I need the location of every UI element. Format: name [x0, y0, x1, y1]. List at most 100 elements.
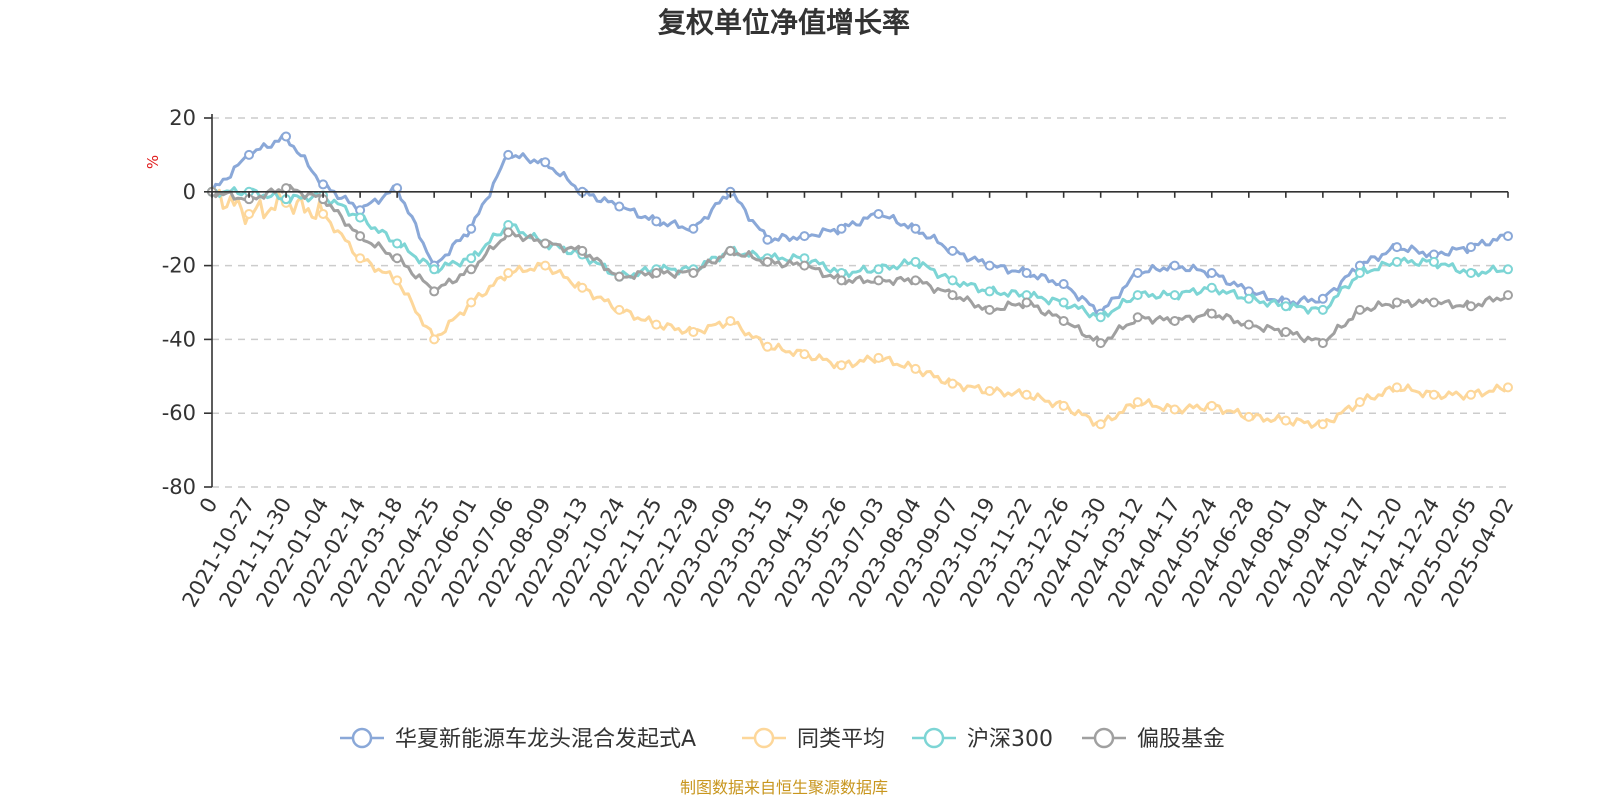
data-point[interactable]	[762, 341, 773, 352]
data-point[interactable]	[873, 208, 884, 219]
data-point[interactable]	[1391, 382, 1402, 393]
data-point[interactable]	[1354, 304, 1365, 315]
data-point[interactable]	[1132, 267, 1143, 278]
data-point[interactable]	[244, 149, 255, 160]
data-point[interactable]	[1391, 297, 1402, 308]
data-point[interactable]	[1428, 256, 1439, 267]
legend[interactable]: 华夏新能源车龙头混合发起式A 同类平均 沪深300 偏股基金	[340, 727, 1225, 752]
data-point[interactable]	[1465, 267, 1476, 278]
data-point[interactable]	[614, 304, 625, 315]
data-point[interactable]	[984, 260, 995, 271]
data-point[interactable]	[1021, 267, 1032, 278]
data-point[interactable]	[318, 179, 329, 190]
data-point[interactable]	[947, 275, 958, 286]
data-point[interactable]	[799, 231, 810, 242]
data-point[interactable]	[1503, 290, 1513, 301]
data-point[interactable]	[1465, 389, 1476, 400]
data-point[interactable]	[1503, 231, 1513, 242]
data-point[interactable]	[1243, 411, 1254, 422]
data-point[interactable]	[1095, 338, 1106, 349]
data-point[interactable]	[910, 223, 921, 234]
data-point[interactable]	[614, 271, 625, 282]
data-point[interactable]	[836, 275, 847, 286]
data-point[interactable]	[1280, 301, 1291, 312]
data-point[interactable]	[873, 264, 884, 275]
data-point[interactable]	[762, 234, 773, 245]
data-point[interactable]	[762, 256, 773, 267]
data-point[interactable]	[577, 282, 588, 293]
data-point[interactable]	[688, 267, 699, 278]
data-point[interactable]	[429, 264, 440, 275]
data-point[interactable]	[392, 183, 403, 194]
data-point[interactable]	[1503, 264, 1513, 275]
data-point[interactable]	[244, 208, 255, 219]
data-point[interactable]	[577, 245, 588, 256]
legend-item[interactable]: 同类平均	[742, 727, 885, 752]
data-point[interactable]	[873, 352, 884, 363]
data-point[interactable]	[1465, 242, 1476, 253]
data-point[interactable]	[540, 157, 551, 168]
data-point[interactable]	[1317, 338, 1328, 349]
data-point[interactable]	[984, 286, 995, 297]
data-point[interactable]	[355, 212, 366, 223]
legend-item[interactable]: 偏股基金	[1082, 727, 1225, 752]
data-point[interactable]	[466, 297, 477, 308]
data-point[interactable]	[1132, 312, 1143, 323]
data-point[interactable]	[688, 223, 699, 234]
data-point[interactable]	[1206, 400, 1217, 411]
data-point[interactable]	[1465, 301, 1476, 312]
data-point[interactable]	[947, 290, 958, 301]
data-point[interactable]	[355, 231, 366, 242]
data-point[interactable]	[910, 363, 921, 374]
data-point[interactable]	[503, 149, 514, 160]
data-point[interactable]	[1317, 293, 1328, 304]
data-point[interactable]	[873, 275, 884, 286]
data-point[interactable]	[1169, 290, 1180, 301]
data-point[interactable]	[1280, 327, 1291, 338]
data-point[interactable]	[281, 131, 292, 142]
data-point[interactable]	[1021, 297, 1032, 308]
data-point[interactable]	[799, 260, 810, 271]
data-point[interactable]	[910, 275, 921, 286]
data-point[interactable]	[1243, 293, 1254, 304]
data-point[interactable]	[1317, 419, 1328, 430]
data-point[interactable]	[947, 378, 958, 389]
data-point[interactable]	[540, 260, 551, 271]
data-point[interactable]	[1354, 267, 1365, 278]
legend-item[interactable]: 华夏新能源车龙头混合发起式A	[340, 727, 696, 752]
data-point[interactable]	[984, 386, 995, 397]
data-point[interactable]	[1058, 400, 1069, 411]
data-point[interactable]	[1058, 279, 1069, 290]
data-point[interactable]	[281, 183, 292, 194]
data-point[interactable]	[392, 238, 403, 249]
data-point[interactable]	[392, 275, 403, 286]
data-point[interactable]	[1132, 397, 1143, 408]
data-point[interactable]	[503, 267, 514, 278]
data-point[interactable]	[836, 360, 847, 371]
legend-item[interactable]: 沪深300	[912, 727, 1053, 752]
data-point[interactable]	[947, 245, 958, 256]
data-point[interactable]	[503, 227, 514, 238]
data-point[interactable]	[1428, 389, 1439, 400]
data-point[interactable]	[688, 327, 699, 338]
data-point[interactable]	[1058, 297, 1069, 308]
data-point[interactable]	[1095, 312, 1106, 323]
data-point[interactable]	[614, 201, 625, 212]
data-point[interactable]	[1391, 242, 1402, 253]
data-point[interactable]	[1206, 282, 1217, 293]
data-point[interactable]	[725, 245, 736, 256]
data-point[interactable]	[651, 319, 662, 330]
data-point[interactable]	[1132, 290, 1143, 301]
data-point[interactable]	[651, 267, 662, 278]
data-point[interactable]	[466, 253, 477, 264]
data-point[interactable]	[984, 304, 995, 315]
data-point[interactable]	[1169, 260, 1180, 271]
data-point[interactable]	[1243, 319, 1254, 330]
data-point[interactable]	[799, 349, 810, 360]
data-point[interactable]	[466, 264, 477, 275]
data-point[interactable]	[836, 223, 847, 234]
data-point[interactable]	[540, 238, 551, 249]
data-point[interactable]	[1169, 315, 1180, 326]
data-point[interactable]	[1503, 382, 1513, 393]
data-point[interactable]	[1428, 297, 1439, 308]
